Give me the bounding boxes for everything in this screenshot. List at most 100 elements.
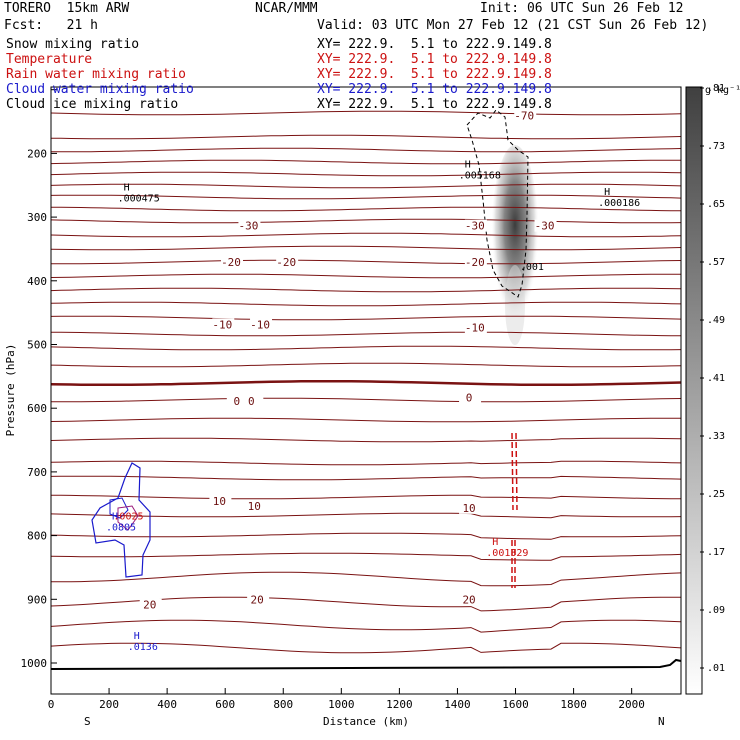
- isotherm-label: 0: [248, 395, 255, 408]
- isotherm-label-bg: [241, 394, 264, 407]
- y-tick-label: 700: [27, 466, 47, 479]
- extremum-marker: H: [492, 537, 498, 548]
- colorbar-tick-label: .73: [707, 141, 725, 152]
- isotherm: [51, 134, 681, 140]
- colorbar-ticks: .01 .09 .17 .25 .33 .41 .49 .57 .65 .73 .81: [700, 83, 725, 674]
- isotherm: [51, 619, 681, 633]
- valid-time: Valid: 03 UTC Mon 27 Feb 12 (21 CST Sun …: [317, 18, 709, 33]
- field-xy: XY= 222.9. 5.1 to 222.9.149.8: [317, 37, 552, 52]
- isotherm-label-bg: [459, 391, 482, 404]
- isotherm: [51, 315, 681, 321]
- isotherm: [51, 159, 681, 165]
- isotherm-label-bg: [464, 255, 487, 268]
- isotherm: [51, 273, 681, 279]
- cloud-water-contour-inner: [109, 497, 129, 519]
- isotherm: [51, 379, 681, 387]
- colorbar-tick-label: .49: [707, 315, 725, 326]
- extremum-marker: H: [112, 512, 118, 523]
- cloud-ice-contour: [466, 109, 529, 298]
- colorbar-tick-label: .17: [707, 547, 725, 558]
- y-tick-label: 600: [27, 402, 47, 415]
- colorbar: [685, 86, 703, 695]
- isotherm-label-bg: [212, 318, 235, 331]
- contour-value-label: .001: [520, 262, 544, 273]
- isotherm-label: -10: [465, 322, 485, 335]
- isotherm-label-bg: [464, 219, 487, 232]
- isotherm: [51, 460, 681, 466]
- isotherm: [51, 331, 681, 337]
- extremum-value: .0805: [106, 523, 136, 534]
- isotherm: [51, 218, 681, 224]
- isotherm: [51, 345, 681, 351]
- isotherm: [51, 147, 681, 153]
- isotherm-label-bg: [139, 598, 162, 611]
- isotherm-label-bg: [534, 219, 557, 232]
- isotherm: [51, 245, 681, 251]
- extremum-marker: H: [124, 182, 130, 193]
- isotherm-label: 0: [233, 395, 240, 408]
- field-xy: XY= 222.9. 5.1 to 222.9.149.8: [317, 67, 552, 82]
- x-tick-label: 1000: [328, 698, 355, 711]
- x-tick-label: 1400: [444, 698, 471, 711]
- center-title: NCAR/MMM: [255, 1, 318, 16]
- isotherm-label-bg: [244, 499, 267, 512]
- isotherm-label-bg: [276, 255, 299, 268]
- colorbar-tick-label: .65: [707, 199, 725, 210]
- y-tick-label: 300: [27, 211, 47, 224]
- isotherm-label: -30: [535, 220, 555, 233]
- isotherm: [51, 301, 681, 307]
- field-name: Snow mixing ratio: [6, 37, 140, 52]
- extremum-marker: H: [604, 187, 610, 198]
- contour-value-label: .0025: [113, 512, 143, 523]
- colorbar-units: g kg⁻¹: [705, 85, 740, 96]
- x-tick-label: 1800: [560, 698, 587, 711]
- extremum-value: .001329: [486, 548, 528, 559]
- isotherm-label: 20: [462, 594, 475, 607]
- isotherm: [51, 110, 681, 116]
- extremum-value: .000186: [598, 198, 640, 209]
- rain-water-contour: [515, 432, 518, 511]
- x-tick-label: 400: [157, 698, 177, 711]
- isotherm-label-bg: [209, 494, 232, 507]
- isotherm-label: -10: [212, 318, 232, 331]
- field-name: Temperature: [6, 52, 93, 67]
- isotherm: [51, 532, 681, 540]
- isotherm: [51, 259, 681, 265]
- isotherm: [51, 183, 681, 189]
- x-tick-label: 1200: [386, 698, 413, 711]
- x-tick-label: 0: [48, 698, 55, 711]
- isotherm-label-bg: [459, 501, 482, 514]
- isotherm-label: -20: [276, 256, 296, 269]
- isotherm-label: -10: [250, 318, 270, 331]
- north-label: N: [658, 715, 665, 728]
- extremum-value: .000475: [118, 193, 160, 204]
- init-time: Init: 06 UTC Sun 26 Feb 12: [480, 1, 684, 16]
- isotherm: [51, 397, 681, 403]
- field-xy: XY= 222.9. 5.1 to 222.9.149.8: [317, 97, 552, 112]
- forecast-hour: Fcst: 21 h: [4, 18, 98, 33]
- isotherm: [51, 494, 681, 500]
- isotherm-label: 20: [143, 599, 156, 612]
- isotherm-label-bg: [464, 321, 487, 334]
- x-tick-label: 200: [99, 698, 119, 711]
- extremum-marker: H: [465, 159, 471, 170]
- colorbar-tick-label: .57: [707, 257, 725, 268]
- colorbar-tick-label: .25: [707, 489, 725, 500]
- isotherm: [51, 437, 681, 443]
- y-tick-label: 1000: [21, 657, 48, 670]
- extremum-value: .005168: [459, 170, 501, 181]
- cloud-water-contour: [91, 462, 151, 578]
- isotherm: [51, 642, 681, 654]
- x-axis: 0 200 400 600 800 1000 1200 1400 1600 1800 2000: [48, 688, 645, 711]
- ground-line: [50, 658, 682, 670]
- isotherm-label: -30: [465, 220, 485, 233]
- isotherm: [51, 475, 681, 481]
- x-tick-label: 1600: [502, 698, 529, 711]
- field-name: Cloud water mixing ratio: [6, 82, 194, 97]
- isotherm-label-bg: [247, 593, 270, 606]
- colorbar-tick-label: .81: [707, 83, 725, 94]
- y-tick-label: 400: [27, 275, 47, 288]
- isotherm: [51, 287, 681, 293]
- x-tick-label: 600: [215, 698, 235, 711]
- colorbar-tick-label: .41: [707, 373, 725, 384]
